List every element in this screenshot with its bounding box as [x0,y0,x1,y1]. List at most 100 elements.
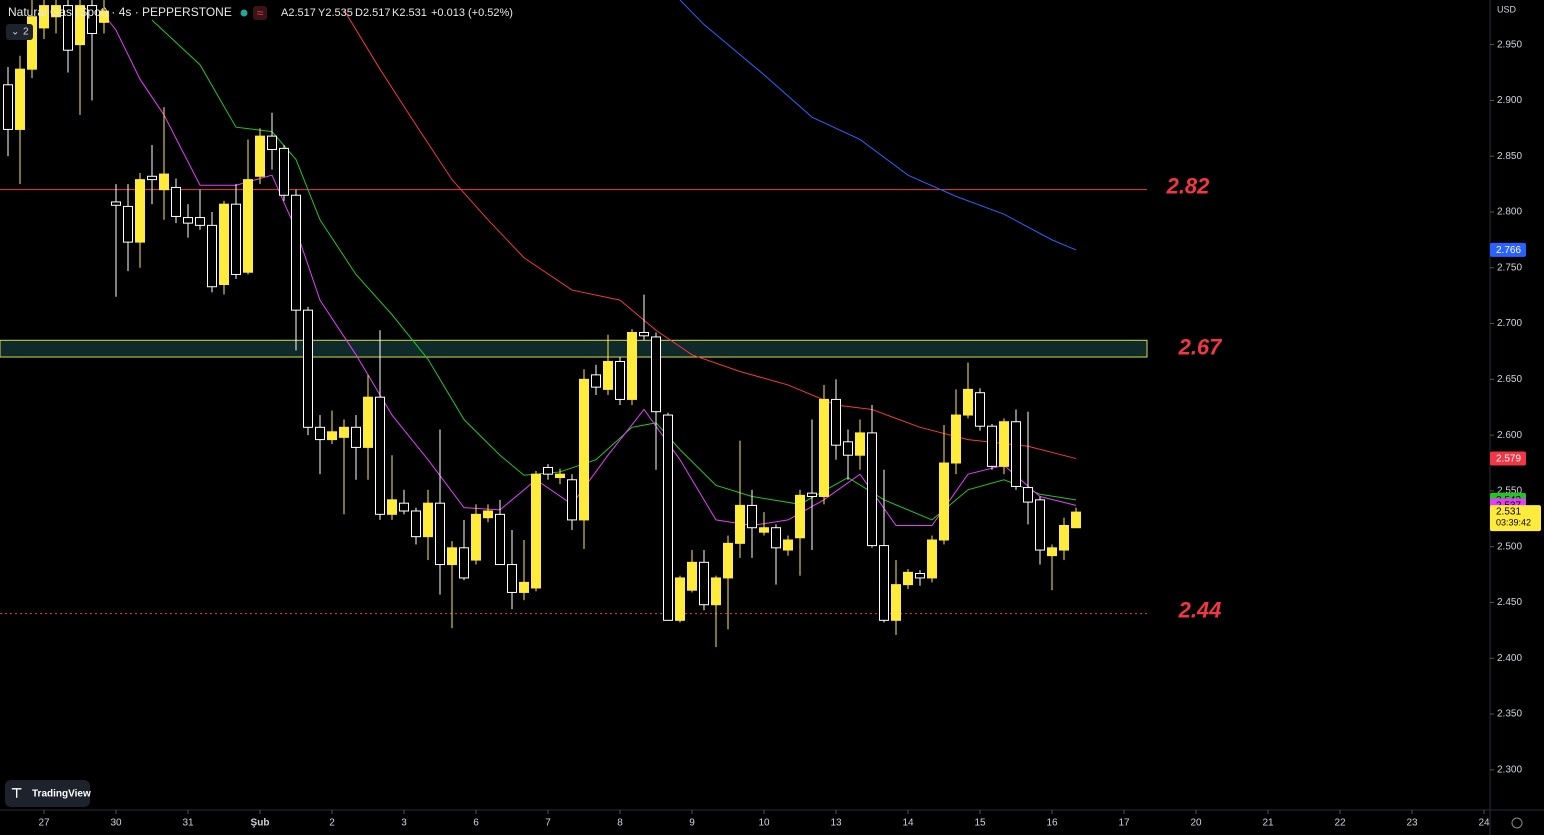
settings-icon[interactable] [1511,817,1523,829]
ohlc-open: A2.517 [281,7,316,19]
y-tick-label: 2.950 [1497,39,1522,50]
plot-area [0,0,1148,648]
y-tick-label: 2.800 [1497,207,1522,218]
brand-logo: ⊤ [11,785,22,800]
candle-body [867,432,878,547]
x-tick-label: 14 [902,818,914,829]
candle-body [291,194,302,311]
candle-body [87,5,98,34]
x-tick-label: 10 [758,818,770,829]
candle-body [699,561,710,606]
candle-body [963,388,974,416]
candle-body [195,217,206,226]
status-icon [253,6,267,20]
level-label: 2.44 [1178,597,1222,622]
candle-body [783,539,794,551]
moving-average [679,0,1077,251]
x-tick-label: 31 [182,818,194,829]
currency-label[interactable]: USD [1497,4,1517,14]
x-tick-label: 15 [974,818,986,829]
candle-body [495,513,506,566]
candle-body [411,510,422,538]
candle-body [555,473,566,479]
candle-body [1011,421,1022,487]
candle-body [687,561,698,591]
brand-badge [5,780,90,807]
candle-body [939,462,950,541]
moving-average [151,19,1077,521]
x-tick-label: 13 [830,818,842,829]
candle-body [543,466,554,475]
candle-body [147,175,158,181]
candle-body [123,205,134,243]
x-tick-label: 2 [329,818,335,829]
candle-body [855,432,866,456]
x-tick-label: 16 [1046,818,1058,829]
candle-body [519,581,530,593]
candle-body [591,374,602,388]
candle-body [267,135,278,151]
last-price-label: 2.531 [1496,507,1521,518]
candle-body [27,16,38,70]
candle-body [99,10,110,23]
candle-body [171,186,182,217]
candle-body [51,5,62,18]
candle-body [1071,511,1082,529]
candle-body [207,224,218,288]
candle-body [423,502,434,538]
y-tick-label: 2.300 [1497,764,1522,775]
ohlc-low: D2.517 [355,7,390,19]
x-tick-label: 17 [1118,818,1130,829]
candle-body [747,504,758,529]
brand-name: TradingView [32,789,91,800]
candle-body [675,577,686,621]
candle-body [387,499,398,515]
candle-body [459,547,470,579]
candle-body [159,173,170,191]
candle-body [351,426,362,448]
candle-body [1035,499,1046,551]
candle-body [39,5,50,29]
indicator-toggle[interactable] [6,24,33,40]
y-tick-label: 2.400 [1497,653,1522,664]
candle-body [1047,547,1058,557]
candle-body [615,360,626,400]
candle-body [363,396,374,448]
indicator-count: 2 [23,27,29,38]
moving-average [103,14,1077,527]
zone-label: 2.67 [1178,334,1224,359]
zone [0,339,1148,358]
x-tick-label: Şub [251,818,270,829]
price-tag [1490,451,1526,466]
y-tick-label: 2.650 [1497,374,1522,385]
candle-body [435,502,446,566]
candle-body [375,396,386,515]
candle-body [483,510,494,519]
candle-body [975,392,986,427]
candle-body [63,5,74,51]
moving-average [343,9,1077,460]
y-tick-label: 2.500 [1497,541,1522,552]
x-tick-label: 20 [1190,818,1202,829]
y-tick-label: 2.600 [1497,430,1522,441]
ohlc-close: K2.531 [392,7,427,19]
candle-body [279,147,290,196]
candle-body [579,378,590,521]
countdown-label: 03:39:42 [1496,517,1531,527]
candle-body [663,414,674,621]
candle-body [879,545,890,621]
x-tick-label: 30 [110,818,122,829]
x-tick-label: 27 [38,818,50,829]
x-tick-label: 3 [401,818,407,829]
y-tick-label: 2.750 [1497,262,1522,273]
x-tick-label: 22 [1334,818,1346,829]
ohlc-high: Y2.535 [318,7,353,19]
candle-body [927,539,938,579]
symbol-title: Natural Gas (Spot) · 4s · PEPPERSTONE [8,5,232,19]
candle-body [891,584,902,621]
x-tick-label: 23 [1406,818,1418,829]
last-price-tag [1490,505,1541,532]
candle-body [759,527,770,533]
candle-body [243,179,254,273]
